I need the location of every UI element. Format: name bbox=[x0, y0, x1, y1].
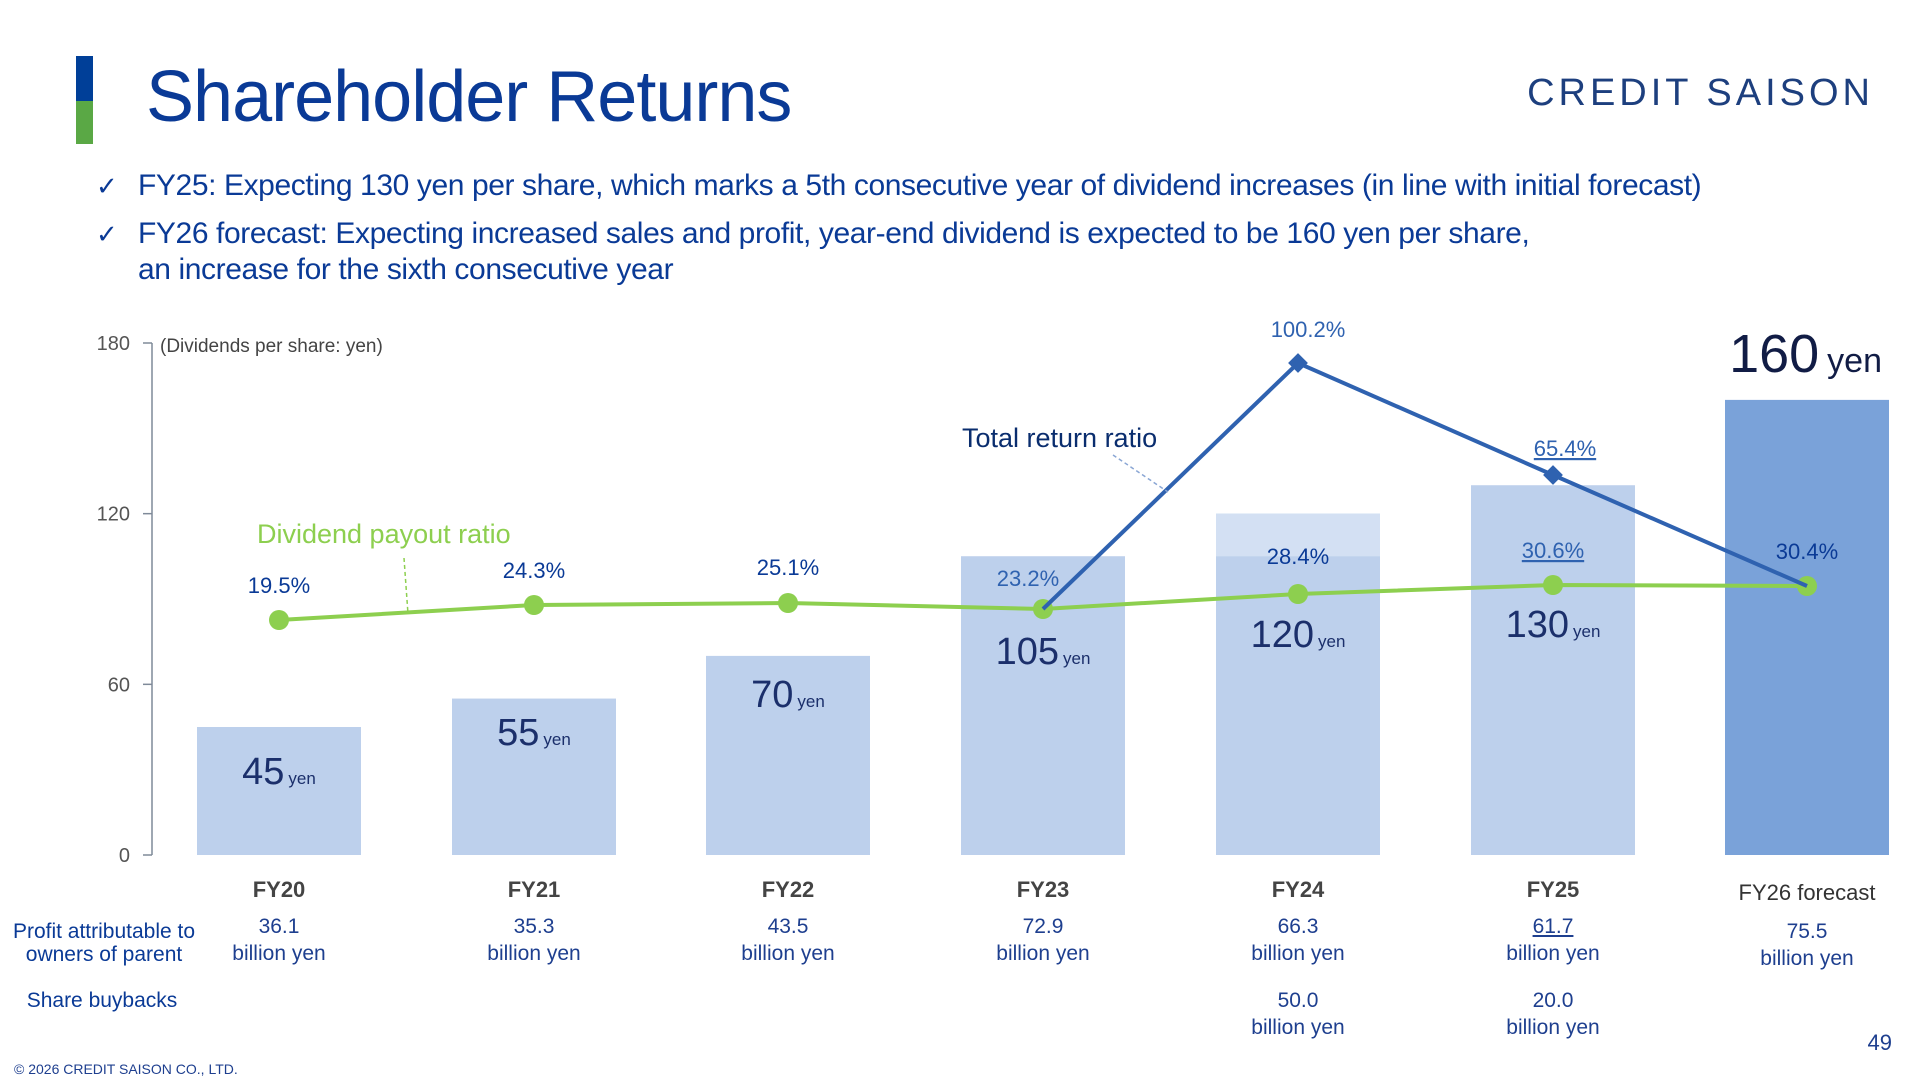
category-label: FY22 bbox=[762, 877, 815, 900]
payout-ratio-point bbox=[524, 595, 544, 615]
bullet-text: FY26 forecast: Expecting increased sales… bbox=[138, 217, 1530, 250]
payout-ratio-label: 28.4% bbox=[1267, 544, 1329, 569]
total-return-line bbox=[1041, 360, 1808, 611]
bar-FY26 forecast bbox=[1725, 399, 1889, 855]
row-value-number: 43.5 bbox=[767, 915, 809, 938]
bar-FY25 bbox=[1471, 485, 1635, 855]
row-value-unit: billion yen bbox=[1760, 947, 1854, 970]
row-value-unit: billion yen bbox=[1506, 942, 1600, 965]
row-value-number: 35.3 bbox=[513, 915, 555, 938]
payout-ratio-series-name: Dividend payout ratio bbox=[257, 519, 511, 549]
bar-value-label: 70 yen bbox=[751, 674, 825, 716]
accent-bar-green bbox=[76, 101, 93, 144]
bar-value-label: 120 yen bbox=[1251, 614, 1346, 656]
page-number: 49 bbox=[1867, 1030, 1892, 1055]
row-value-unit: billion yen bbox=[232, 942, 326, 965]
row-value-number: 50.0 bbox=[1277, 989, 1319, 1012]
summary-bullets: ✓ FY25: Expecting 130 yen per share, whi… bbox=[96, 168, 1876, 300]
category-label: FY23 bbox=[1017, 877, 1070, 900]
y-tick-label: 60 bbox=[108, 674, 130, 696]
row-value: 35.3 billion yen bbox=[454, 913, 614, 967]
row-value-number: 75.5 bbox=[1786, 920, 1828, 943]
row-value-number: 20.0 bbox=[1532, 989, 1574, 1012]
total-return-leader-line bbox=[1112, 454, 1169, 493]
total-return-series-name: Total return ratio bbox=[962, 423, 1157, 453]
bar-value-label: 55 yen bbox=[497, 712, 571, 754]
payout-ratio-point bbox=[1543, 575, 1563, 595]
row-value-number: 61.7 bbox=[1532, 915, 1574, 938]
bar-FY24 bbox=[1216, 513, 1380, 855]
payout-ratio-point bbox=[269, 610, 289, 630]
payout-ratio-label: 24.3% bbox=[503, 558, 565, 583]
title-accent-bar bbox=[76, 56, 93, 144]
accent-bar-blue bbox=[76, 56, 93, 101]
bar-FY21 bbox=[452, 698, 616, 855]
category-label: FY24 bbox=[1272, 877, 1325, 900]
bullet-text: FY25: Expecting 130 yen per share, which… bbox=[138, 169, 1702, 202]
bullet-fy25: ✓ FY25: Expecting 130 yen per share, whi… bbox=[96, 168, 1876, 204]
total-return-label: 65.4% bbox=[1534, 436, 1596, 461]
bar-value-label: 105 yen bbox=[996, 631, 1091, 673]
row-value: 66.3 billion yen bbox=[1218, 913, 1378, 967]
payout-ratio-label: 23.2% bbox=[997, 566, 1059, 591]
row-label-buybacks: Share buybacks bbox=[26, 989, 178, 1012]
row-value-number: 72.9 bbox=[1022, 915, 1064, 938]
bar-value-label: 45 yen bbox=[242, 751, 316, 793]
row-value: 20.0 billion yen bbox=[1473, 987, 1633, 1041]
copyright: © 2026 CREDIT SAISON CO., LTD. bbox=[14, 1061, 238, 1077]
row-value: 50.0 billion yen bbox=[1218, 987, 1378, 1041]
total-return-point bbox=[1288, 353, 1308, 373]
payout-ratio-label: 30.6% bbox=[1522, 538, 1584, 563]
row-value-unit: billion yen bbox=[1506, 1016, 1600, 1039]
y-tick-label: 0 bbox=[119, 845, 130, 867]
payout-ratio-label: 30.4% bbox=[1776, 539, 1838, 564]
credit-saison-logo: CREDIT SAISON bbox=[1527, 72, 1874, 114]
row-value: 75.5 billion yen bbox=[1727, 918, 1887, 972]
payout-leader-line bbox=[403, 557, 409, 615]
row-value: 72.9 billion yen bbox=[963, 913, 1123, 967]
row-value-unit: billion yen bbox=[996, 942, 1090, 965]
bar-FY20 bbox=[197, 727, 361, 855]
page-title: Shareholder Returns bbox=[146, 57, 792, 137]
bar-FY24-upper bbox=[1216, 513, 1380, 557]
forecast-value-label: 160 yen bbox=[1729, 324, 1882, 384]
row-value-unit: billion yen bbox=[1251, 942, 1345, 965]
total-return-point bbox=[1543, 465, 1563, 485]
row-value-number: 66.3 bbox=[1277, 915, 1319, 938]
check-icon: ✓ bbox=[96, 219, 118, 249]
bar-FY23-edge bbox=[961, 556, 1125, 560]
row-value-unit: billion yen bbox=[487, 942, 581, 965]
category-label: FY20 bbox=[253, 877, 306, 900]
bullet-fy26: ✓ FY26 forecast: Expecting increased sal… bbox=[96, 216, 1876, 288]
row-value-number: 36.1 bbox=[258, 915, 300, 938]
row-value: 36.1 billion yen bbox=[199, 913, 359, 967]
y-tick-label: 180 bbox=[97, 333, 130, 355]
category-label: FY25 bbox=[1527, 877, 1580, 900]
payout-ratio-point bbox=[778, 593, 798, 613]
row-value: 61.7 billion yen bbox=[1473, 913, 1633, 967]
payout-ratio-label: 19.5% bbox=[248, 573, 310, 598]
category-label: FY21 bbox=[508, 877, 561, 900]
check-icon: ✓ bbox=[96, 171, 118, 201]
unit-label: (Dividends per share: yen) bbox=[160, 336, 383, 357]
total-return-label: 100.2% bbox=[1271, 317, 1346, 342]
row-value-unit: billion yen bbox=[741, 942, 835, 965]
y-tick-label: 120 bbox=[97, 504, 130, 526]
category-label: FY26 forecast bbox=[1739, 880, 1876, 900]
bar-FY22 bbox=[706, 655, 870, 855]
row-label-profit: Profit attributable to owners of parent bbox=[12, 920, 196, 966]
payout-ratio-point bbox=[1288, 584, 1308, 604]
payout-ratio-label: 25.1% bbox=[757, 555, 819, 580]
row-value: 43.5 billion yen bbox=[708, 913, 868, 967]
dividend-chart: 0 60 120 180 (Dividends per share: yen) FY20 F… bbox=[97, 317, 1889, 900]
bar-value-label: 130 yen bbox=[1506, 604, 1601, 646]
bullet-text-continued: an increase for the sixth consecutive ye… bbox=[138, 253, 674, 286]
row-value-unit: billion yen bbox=[1251, 1016, 1345, 1039]
